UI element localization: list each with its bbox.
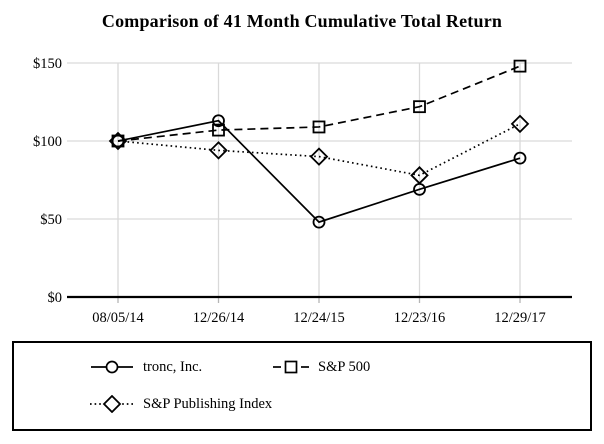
svg-text:12/26/14: 12/26/14 bbox=[193, 310, 245, 326]
svg-text:08/05/14: 08/05/14 bbox=[92, 310, 144, 326]
svg-text:12/24/15: 12/24/15 bbox=[293, 310, 345, 326]
legend-label-publishing: S&P Publishing Index bbox=[143, 395, 273, 412]
diamond-dotted-line-icon bbox=[90, 395, 134, 413]
legend: tronc, Inc. S&P 500 S&P Publishing Index bbox=[12, 341, 592, 431]
svg-text:$0: $0 bbox=[48, 290, 63, 306]
circle-solid-line-icon bbox=[91, 360, 133, 374]
legend-item-tronc: tronc, Inc. bbox=[90, 358, 202, 376]
svg-text:12/29/17: 12/29/17 bbox=[494, 310, 546, 326]
svg-text:$50: $50 bbox=[40, 212, 62, 228]
plot-area: $0 $50 $100 $150 08/05/14 12/26/14 12/24/15 12/… bbox=[33, 56, 572, 326]
svg-text:12/23/16: 12/23/16 bbox=[394, 310, 446, 326]
chart-title: Comparison of 41 Month Cumulative Total … bbox=[101, 11, 503, 31]
square-dashed-line-icon bbox=[273, 360, 309, 374]
legend-label-tronc: tronc, Inc. bbox=[143, 358, 203, 375]
svg-text:$100: $100 bbox=[33, 134, 62, 150]
svg-text:$150: $150 bbox=[33, 56, 62, 72]
legend-label-sp500: S&P 500 bbox=[318, 358, 371, 375]
legend-item-publishing: S&P Publishing Index bbox=[90, 395, 272, 413]
legend-item-sp500: S&P 500 bbox=[273, 358, 370, 376]
